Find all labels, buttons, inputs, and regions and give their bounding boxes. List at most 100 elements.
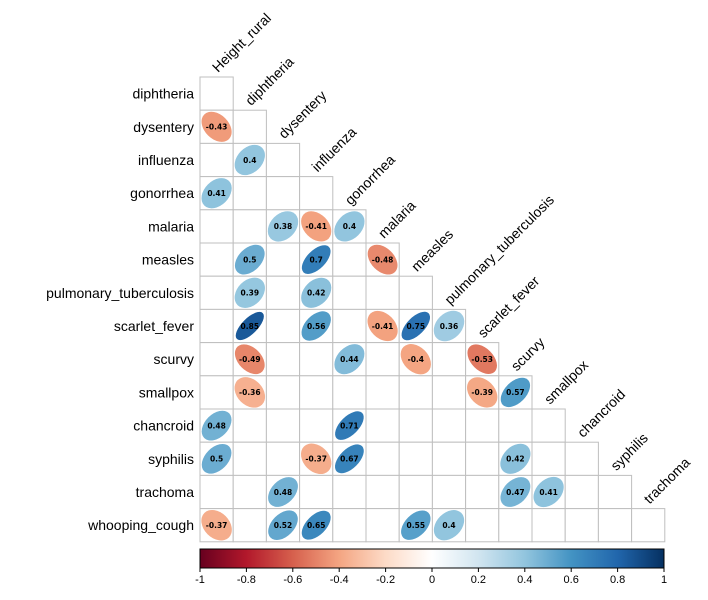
corr-ellipse xyxy=(433,510,465,541)
column-label: scurvy xyxy=(508,334,548,374)
grid-cell xyxy=(498,508,533,543)
corr-value: -0.37 xyxy=(305,455,327,464)
row-label: diphtheria xyxy=(133,86,195,102)
grid-cell xyxy=(365,441,400,476)
corr-ellipse xyxy=(334,344,365,375)
grid-cell xyxy=(332,308,367,344)
colorbar-tick-label: 0.2 xyxy=(471,574,486,586)
grid-cell xyxy=(431,342,467,377)
corr-ellipse xyxy=(401,311,431,341)
grid-cell xyxy=(531,441,566,476)
grid-cell xyxy=(299,474,334,510)
colorbar-tick-label: 0.8 xyxy=(610,574,625,586)
grid-cell xyxy=(597,508,633,543)
grid-cell xyxy=(265,242,301,277)
grid-cell xyxy=(597,474,633,510)
colorbar-tick-label: -0.2 xyxy=(376,574,395,586)
grid-cell xyxy=(265,375,301,410)
corr-ellipse xyxy=(234,344,265,375)
colorbar-tick-label: -0.4 xyxy=(330,574,349,586)
grid-cell xyxy=(531,508,566,543)
corr-ellipse xyxy=(301,510,331,540)
grid-cell xyxy=(498,408,533,443)
corr-ellipse xyxy=(400,344,431,375)
grid-cell xyxy=(332,275,367,310)
grid-cell xyxy=(531,408,566,443)
grid-cell xyxy=(232,109,267,144)
corr-ellipse xyxy=(401,510,431,540)
grid-cell xyxy=(365,342,400,377)
row-label: pulmonary_tuberculosis xyxy=(46,285,194,301)
corr-value: 0.55 xyxy=(407,521,426,530)
colorbar-gradient xyxy=(199,548,665,569)
grid-cell xyxy=(265,441,301,476)
corr-ellipse xyxy=(500,477,531,507)
grid-cell xyxy=(265,176,301,211)
grid-cell xyxy=(365,275,400,310)
corr-ellipse xyxy=(335,411,364,440)
grid-cell xyxy=(265,275,301,310)
corr-ellipse xyxy=(533,476,564,508)
grid-cell xyxy=(465,441,500,476)
grid-cell xyxy=(365,375,400,410)
grid-cell xyxy=(431,474,467,510)
corr-ellipse xyxy=(433,310,465,342)
corr-ellipse xyxy=(234,144,265,176)
corr-ellipse xyxy=(467,377,498,408)
corr-ellipse xyxy=(234,377,266,408)
corr-value: 0.48 xyxy=(274,488,293,497)
corr-value: 0.57 xyxy=(506,388,525,397)
grid-cell xyxy=(232,508,267,543)
grid-cell xyxy=(199,76,234,111)
corr-ellipse xyxy=(234,277,265,308)
column-label: chancroid xyxy=(574,386,628,440)
grid-cell xyxy=(299,342,334,377)
corr-ellipse xyxy=(301,245,331,274)
grid-cell xyxy=(232,474,267,510)
corr-ellipse xyxy=(301,311,331,341)
column-label: diphtheria xyxy=(242,53,297,108)
corr-ellipse xyxy=(301,277,332,308)
column-label: dysentery xyxy=(275,87,329,141)
grid-cell xyxy=(199,275,234,310)
grid xyxy=(199,76,666,543)
row-label: scurvy xyxy=(154,351,194,367)
row-label: smallpox xyxy=(139,384,194,400)
grid-cell xyxy=(564,474,599,510)
colorbar-tick-label: -0.8 xyxy=(237,574,256,586)
corr-value: 0.47 xyxy=(506,488,525,497)
grid-cell xyxy=(332,508,367,543)
grid-cell xyxy=(631,508,666,543)
row-label: influenza xyxy=(138,152,194,168)
row-label: scarlet_fever xyxy=(114,318,194,334)
corr-ellipse xyxy=(201,443,232,474)
column-label: syphilis xyxy=(607,430,651,474)
grid-cell xyxy=(232,408,267,443)
column-label: Height_rural xyxy=(209,10,274,75)
grid-cell xyxy=(332,375,367,410)
colorbar-tick-label: 0 xyxy=(429,574,435,586)
grid-cell xyxy=(265,342,301,377)
corr-value: 0.42 xyxy=(506,455,525,464)
grid-cell xyxy=(465,508,500,543)
column-label: measles xyxy=(408,226,456,274)
grid-cell xyxy=(265,142,301,178)
corr-ellipse xyxy=(201,111,232,142)
corr-ellipse xyxy=(267,211,299,242)
corr-value: 0.48 xyxy=(207,421,226,430)
grid-cell xyxy=(398,441,433,476)
grid-cell xyxy=(199,474,234,510)
grid-cell xyxy=(265,308,301,344)
corr-value: 0.52 xyxy=(274,521,293,530)
row-label: syphilis xyxy=(148,451,194,467)
corr-value: -0.41 xyxy=(372,322,394,331)
grid-cell xyxy=(265,408,301,443)
colorbar-tick-label: -1 xyxy=(195,574,205,586)
corr-ellipse xyxy=(301,211,332,242)
corr-value: 0.75 xyxy=(407,322,426,331)
correlation-ellipses: -0.43 0.4 0.41 0.38 -0.41 0.4 0.5 0.7 -0.48 0.39 0… xyxy=(201,111,564,541)
grid-cell xyxy=(465,474,500,510)
colorbar-ticks: -1 -0.8 -0.6 -0.4 -0.2 0 0.2 0.4 0.6 0.8 1 xyxy=(195,568,667,586)
corr-value: 0.67 xyxy=(340,455,359,464)
